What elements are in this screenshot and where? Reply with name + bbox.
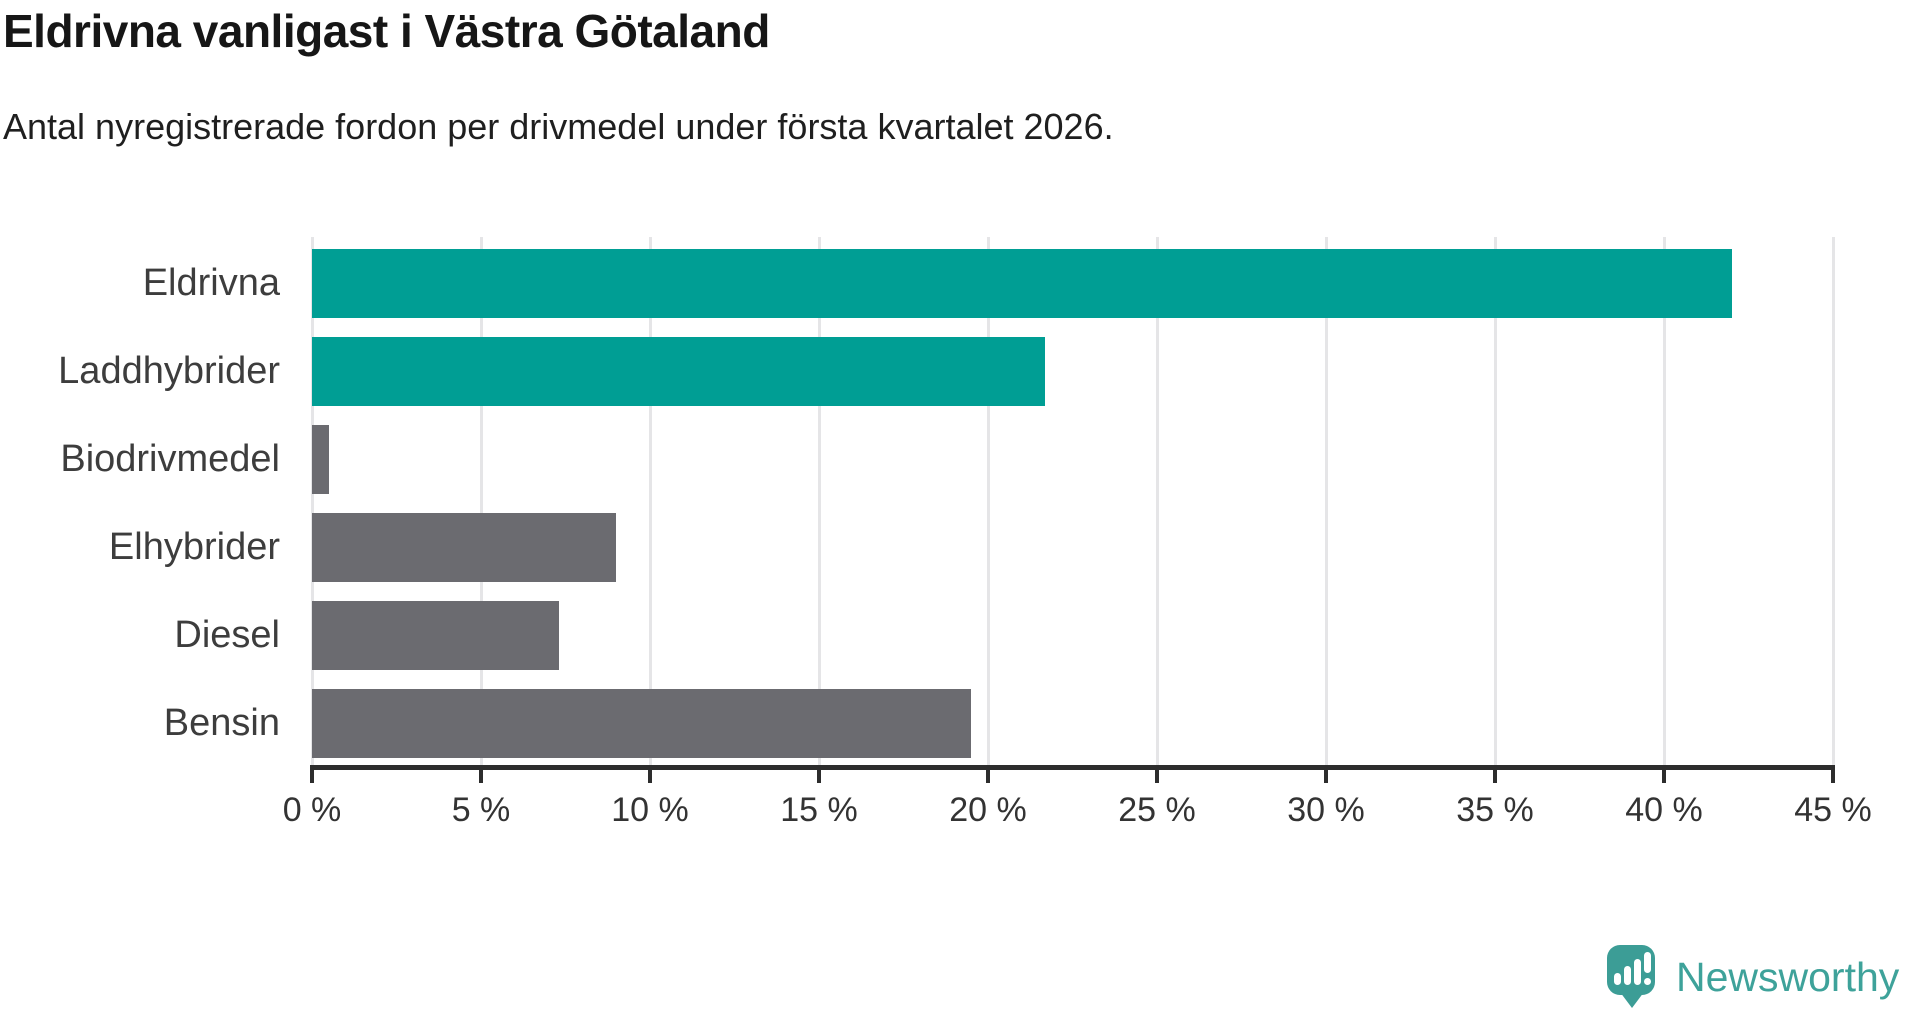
gridline-5 (479, 237, 483, 765)
category-label-bensin: Bensin (163, 702, 280, 744)
x-axis-tick-label-30: 30 % (1287, 791, 1365, 829)
category-label-laddhybrider: Laddhybrider (58, 350, 280, 392)
x-axis-tick-40 (1662, 765, 1666, 783)
category-label-biodrivmedel: Biodrivmedel (60, 438, 280, 480)
gridline-45 (1831, 237, 1835, 765)
bar-eldrivna (312, 249, 1732, 318)
x-axis-tick-15 (817, 765, 821, 783)
x-axis-tick-5 (479, 765, 483, 783)
bar-elhybrider (312, 513, 617, 582)
x-axis-tick-0 (310, 765, 314, 783)
gridline-30 (1324, 237, 1328, 765)
category-label-elhybrider: Elhybrider (108, 526, 280, 568)
gridline-0 (310, 237, 314, 765)
x-axis-tick-label-15: 15 % (780, 791, 858, 829)
newsworthy-logo: Newsworthy (1606, 944, 1899, 1010)
newsworthy-logo-icon (1607, 945, 1655, 1008)
x-axis-tick-45 (1831, 765, 1835, 783)
gridline-10 (648, 237, 652, 765)
x-axis-tick-10 (648, 765, 652, 783)
bar-diesel (312, 601, 559, 670)
bar-laddhybrider (312, 337, 1046, 406)
bar-bensin (312, 689, 972, 758)
gridline-25 (1155, 237, 1159, 765)
gridline-40 (1662, 237, 1666, 765)
x-axis-tick-label-0: 0 % (282, 791, 342, 829)
x-axis-tick-35 (1493, 765, 1497, 783)
gridline-20 (986, 237, 990, 765)
x-axis-tick-label-40: 40 % (1625, 791, 1703, 829)
x-axis-line (310, 765, 1835, 770)
x-axis-tick-label-10: 10 % (611, 791, 689, 829)
gridline-15 (817, 237, 821, 765)
x-axis-tick-label-35: 35 % (1456, 791, 1534, 829)
x-axis-tick-25 (1155, 765, 1159, 783)
x-axis-tick-30 (1324, 765, 1328, 783)
category-label-eldrivna: Eldrivna (142, 262, 280, 304)
chart-title: Eldrivna vanligast i Västra Götaland (3, 5, 770, 57)
category-label-diesel: Diesel (174, 614, 280, 656)
newsworthy-logo-text: Newsworthy (1676, 953, 1900, 1000)
x-axis-tick-label-45: 45 % (1794, 791, 1872, 829)
x-axis-tick-label-25: 25 % (1118, 791, 1196, 829)
chart-subtitle: Antal nyregistrerade fordon per drivmede… (3, 106, 1114, 147)
x-axis-tick-label-20: 20 % (949, 791, 1027, 829)
x-axis-tick-label-5: 5 % (451, 791, 511, 829)
x-axis-tick-20 (986, 765, 990, 783)
bar-biodrivmedel (312, 425, 329, 494)
gridline-35 (1493, 237, 1497, 765)
